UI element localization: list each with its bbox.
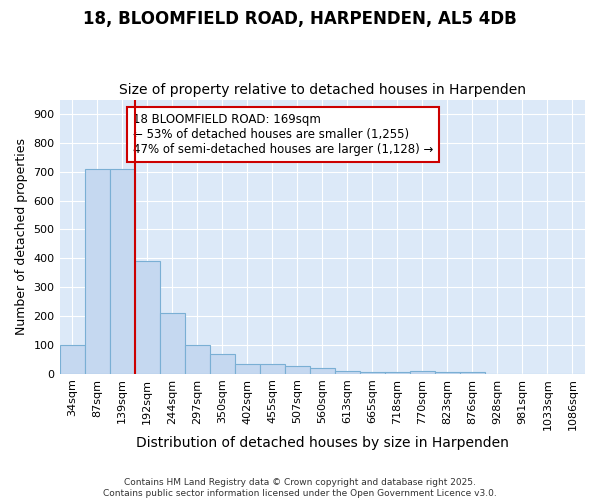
Bar [260,364,285,374]
Bar [160,313,185,374]
Bar [209,354,235,374]
Bar [435,372,460,374]
X-axis label: Distribution of detached houses by size in Harpenden: Distribution of detached houses by size … [136,436,509,450]
Bar [410,371,435,374]
Bar [110,169,134,374]
Text: 18, BLOOMFIELD ROAD, HARPENDEN, AL5 4DB: 18, BLOOMFIELD ROAD, HARPENDEN, AL5 4DB [83,10,517,28]
Bar [385,372,410,374]
Text: 18 BLOOMFIELD ROAD: 169sqm
← 53% of detached houses are smaller (1,255)
47% of s: 18 BLOOMFIELD ROAD: 169sqm ← 53% of deta… [133,114,433,156]
Bar [235,364,260,374]
Bar [59,345,85,374]
Bar [185,345,209,374]
Bar [85,169,110,374]
Bar [285,366,310,374]
Title: Size of property relative to detached houses in Harpenden: Size of property relative to detached ho… [119,83,526,97]
Bar [134,261,160,374]
Y-axis label: Number of detached properties: Number of detached properties [15,138,28,335]
Bar [360,372,385,374]
Text: Contains HM Land Registry data © Crown copyright and database right 2025.
Contai: Contains HM Land Registry data © Crown c… [103,478,497,498]
Bar [460,372,485,374]
Bar [310,368,335,374]
Bar [335,371,360,374]
